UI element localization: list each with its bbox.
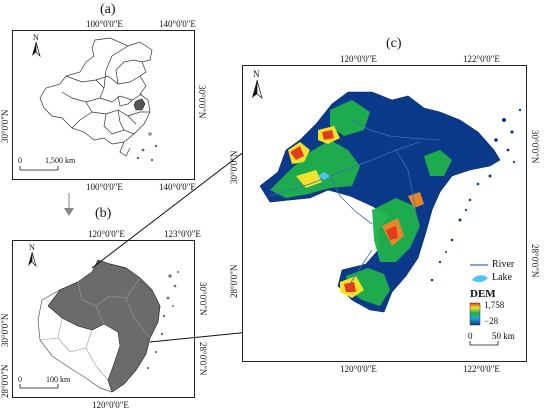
panel-c-bottom-tick-2: 122°0'0"E — [463, 364, 500, 374]
panel-a-north-label: N — [33, 33, 39, 42]
panel-b-label: (b) — [95, 206, 112, 221]
zhejiang-highlight — [133, 98, 146, 111]
legend-scale-end: 50 km — [492, 331, 515, 341]
dem-high-elevation — [288, 126, 424, 298]
panel-b-scale-end: 100 km — [46, 375, 71, 384]
panel-c-bottom-tick-1: 120°0'0"E — [340, 364, 377, 374]
panel-b-internal-borders — [39, 277, 151, 381]
panel-b-north-arrow-icon — [28, 251, 37, 268]
dem-mid-elevation — [270, 100, 452, 306]
panel-a-top-tick-2: 140°0'0"E — [159, 19, 196, 29]
panel-a-bottom-tick-2: 140°0'0"E — [159, 182, 196, 192]
dem-lake — [318, 172, 330, 180]
panel-b-top-tick-1: 120°0'0"E — [88, 229, 125, 239]
legend-lake-label: Lake — [492, 272, 512, 283]
down-arrow-icon — [64, 208, 74, 216]
panel-c-top-tick-1: 120°0'0"E — [340, 54, 377, 64]
panel-b-scale-bar — [19, 384, 59, 389]
panel-a-north-arrow-icon — [32, 41, 41, 58]
panel-b-islands — [146, 271, 179, 370]
legend-dem-min: −28 — [484, 316, 499, 326]
panel-c-north-label: N — [253, 69, 260, 79]
panel-c-top-tick-2: 122°0'0"E — [463, 54, 500, 64]
panel-b-top-tick-2: 123°0'0"E — [164, 229, 201, 239]
panel-b-bottom-tick: 120°0'0"E — [92, 400, 129, 410]
panel-a-bottom-tick-1: 100°0'0"E — [86, 182, 123, 192]
panel-a-scale-end: 1,500 km — [45, 156, 76, 165]
legend-scale-start: 0 — [468, 331, 473, 341]
panel-b-north-label: N — [29, 243, 35, 252]
panel-b-scale-start: 0 — [18, 375, 22, 384]
legend-dem-title: DEM — [470, 288, 496, 300]
panel-a-label: (a) — [100, 2, 116, 17]
dem-colorbar — [469, 302, 481, 326]
legend-dem-max: 1,758 — [484, 300, 505, 310]
panel-c-north-arrow-icon — [252, 79, 263, 99]
china-map-outline — [39, 37, 158, 162]
panel-a-top-tick-1: 100°0'0"E — [86, 19, 123, 29]
dem-islands — [430, 108, 522, 282]
legend-river-label: River — [492, 259, 515, 270]
legend-scale-bar — [469, 341, 499, 346]
panel-a-scale-bar — [19, 166, 59, 171]
legend-lake-icon — [472, 275, 488, 283]
panel-a-scale-start: 0 — [18, 156, 22, 165]
dem-rivers — [269, 119, 441, 285]
panel-c-label: (c) — [386, 36, 402, 51]
